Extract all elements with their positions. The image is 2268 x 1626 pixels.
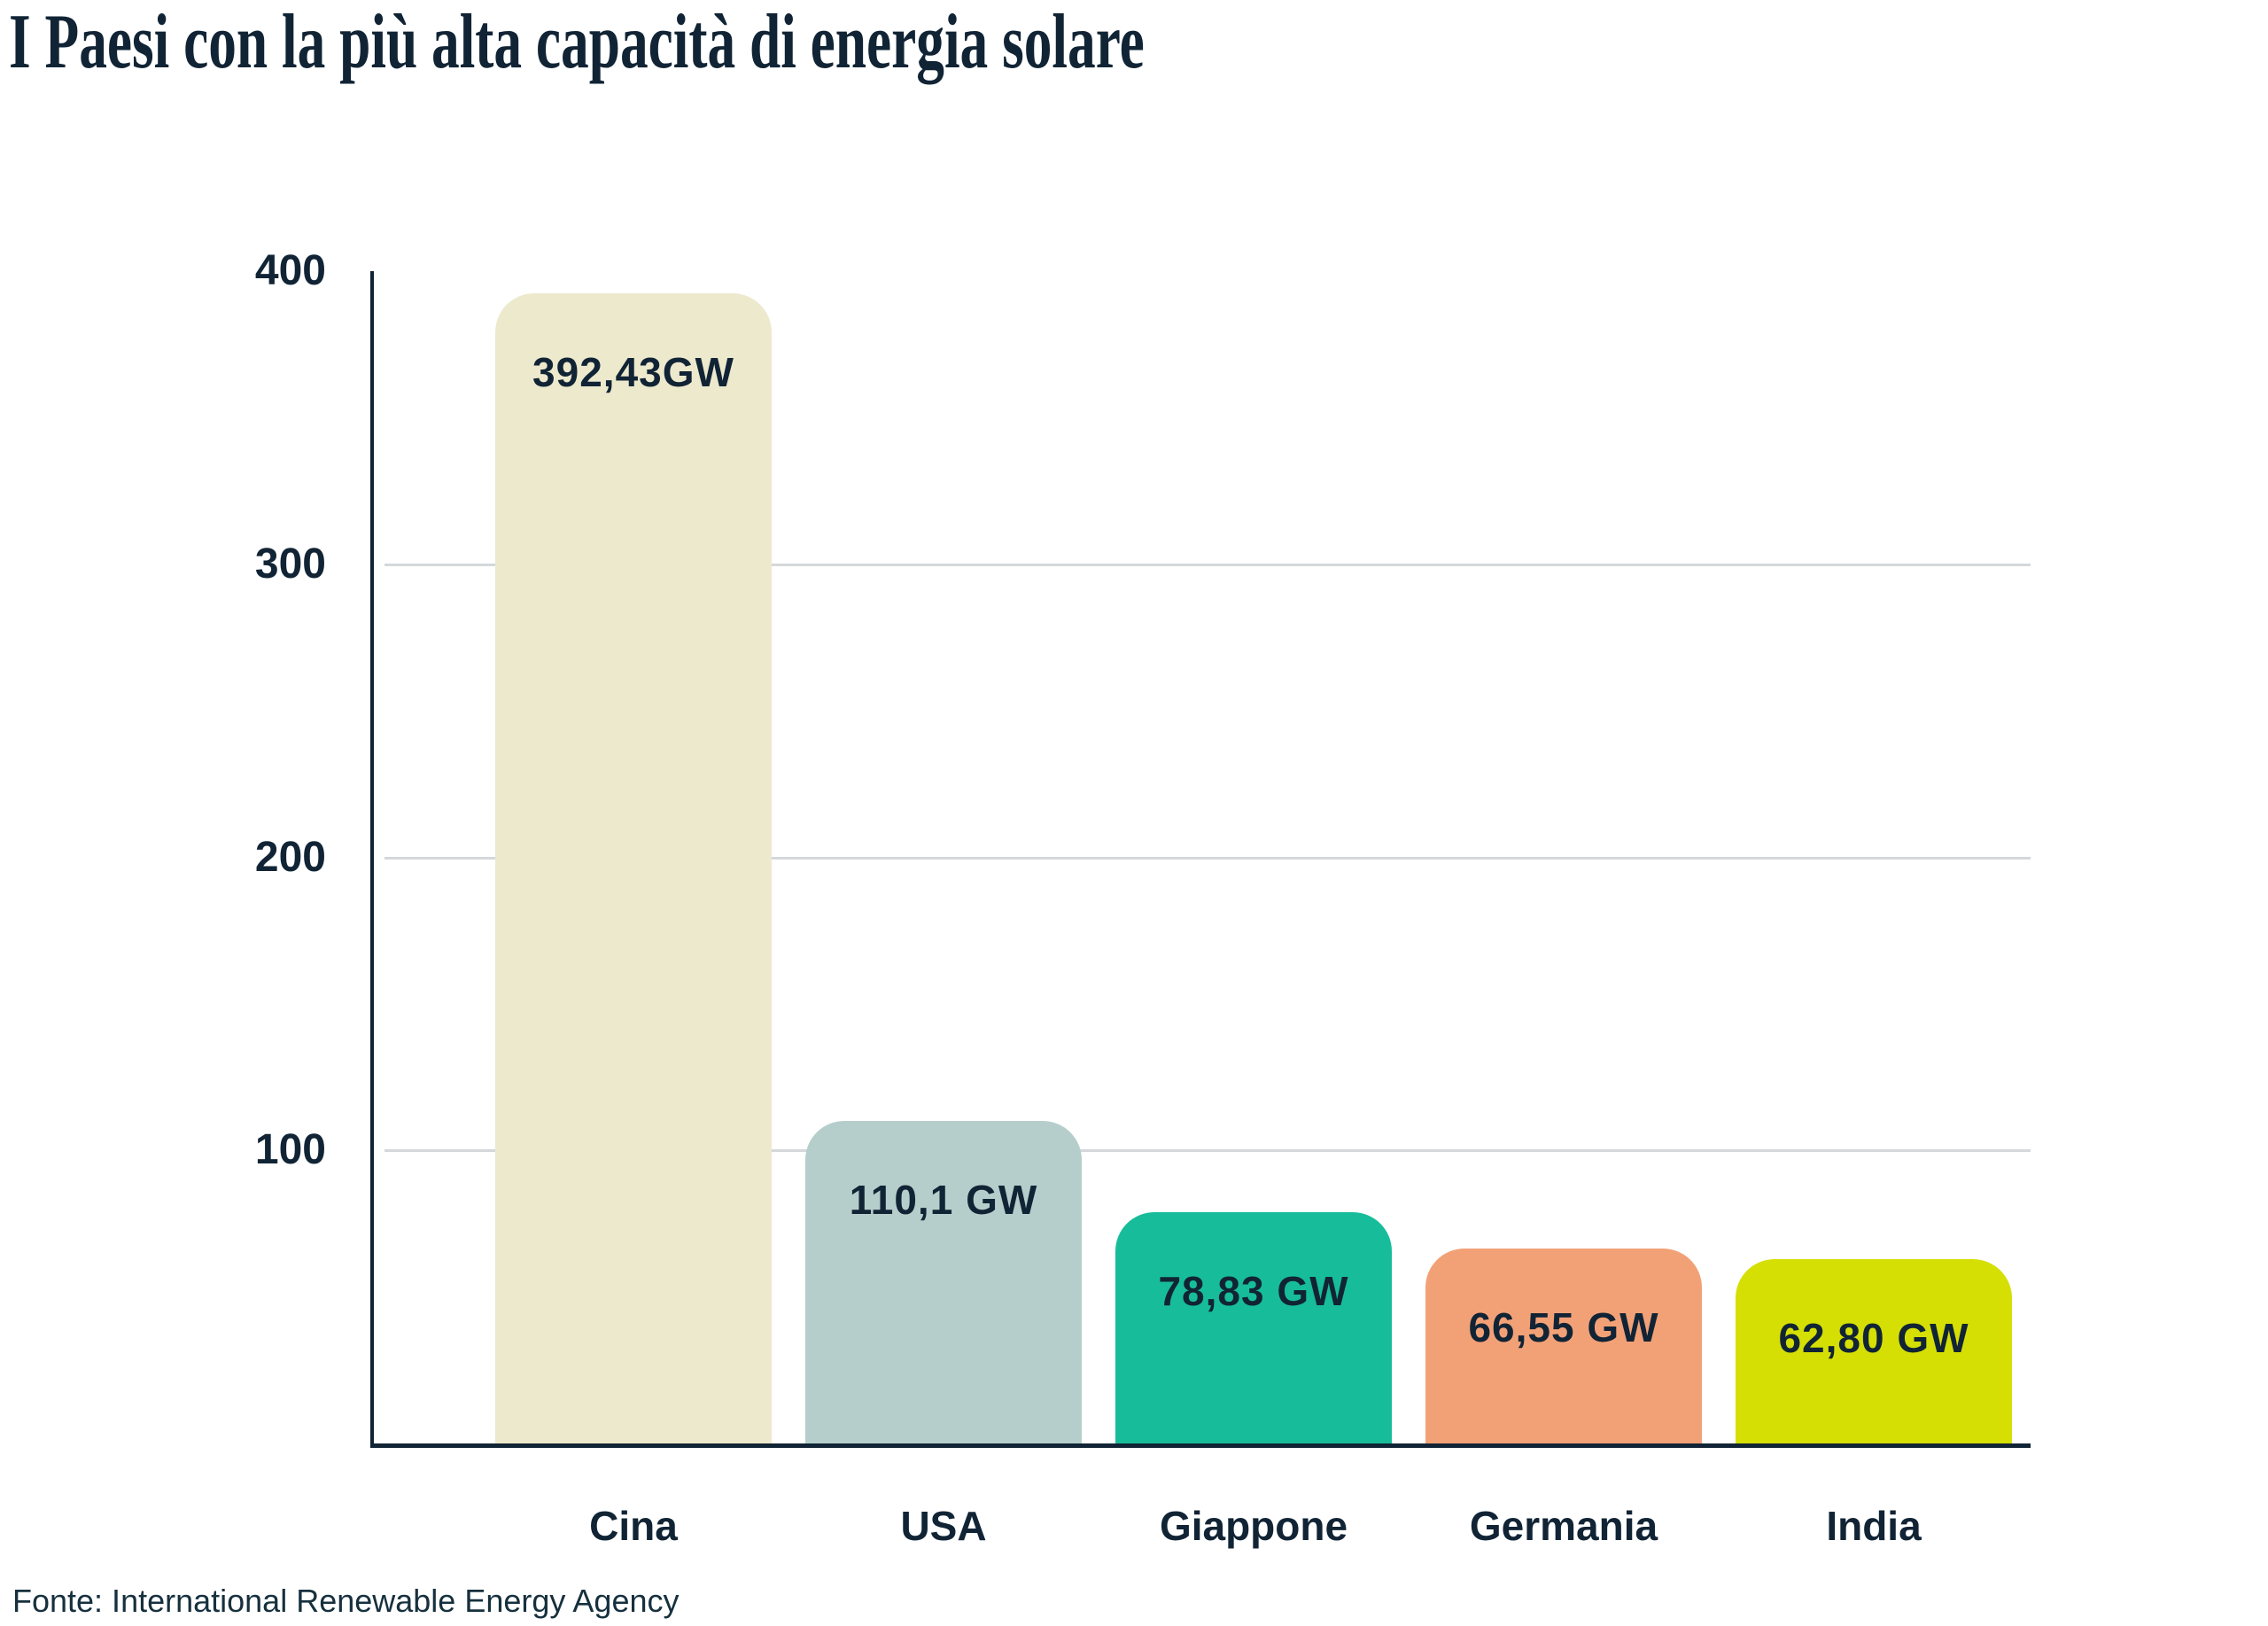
y-tick-label-300: 300 bbox=[254, 540, 326, 587]
x-axis-label-usa: USA bbox=[900, 1503, 987, 1549]
bar-usa: 110,1 GW bbox=[805, 1120, 1082, 1443]
gridline-100 bbox=[384, 1149, 2031, 1153]
bar-germania: 66,55 GW bbox=[1425, 1248, 1702, 1443]
bar-value-label-usa: 110,1 GW bbox=[849, 1176, 1038, 1223]
y-tick-label-200: 200 bbox=[254, 833, 326, 881]
x-axis-label-germania: Germania bbox=[1469, 1503, 1658, 1549]
gridlines-layer bbox=[374, 271, 2031, 1443]
bar-value-label-giappone: 78,83 GW bbox=[1158, 1268, 1349, 1315]
bar-value-label-cina: 392,43GW bbox=[532, 349, 734, 396]
bar-value-label-india: 62,80 GW bbox=[1778, 1315, 1969, 1362]
y-tick-label-400: 400 bbox=[254, 247, 326, 294]
bar-giappone: 78,83 GW bbox=[1115, 1212, 1392, 1443]
bar-column-giappone: 78,83 GW Giappone bbox=[1115, 1212, 1392, 1549]
gridline-300 bbox=[384, 563, 2031, 566]
plot-area: 392,43GW Cina 110,1 GW USA 78,83 GW Giappone 6… bbox=[370, 271, 2031, 1549]
gridline-200 bbox=[384, 856, 2031, 860]
bar-india: 62,80 GW bbox=[1736, 1259, 2012, 1443]
chart-title: I Paesi con la più alta capacità di ener… bbox=[9, 0, 1145, 85]
bar-column-india: 62,80 GW India bbox=[1736, 1259, 2012, 1549]
source-note: Fonte: International Renewable Energy Ag… bbox=[12, 1583, 680, 1619]
bar-value-label-germania: 66,55 GW bbox=[1468, 1303, 1659, 1350]
x-axis-label-giappone: Giappone bbox=[1159, 1503, 1348, 1549]
x-axis-label-cina: Cina bbox=[589, 1503, 678, 1549]
bar-column-usa: 110,1 GW USA bbox=[805, 1120, 1082, 1549]
y-tick-label-100: 100 bbox=[254, 1126, 326, 1174]
x-axis-label-india: India bbox=[1826, 1503, 1922, 1549]
bar-cina: 392,43GW bbox=[495, 293, 772, 1443]
bar-column-germania: 66,55 GW Germania bbox=[1425, 1248, 1702, 1549]
bars-layer: 392,43GW Cina 110,1 GW USA 78,83 GW Giappone 6… bbox=[374, 271, 2031, 1549]
bar-column-cina: 392,43GW Cina bbox=[495, 293, 772, 1549]
